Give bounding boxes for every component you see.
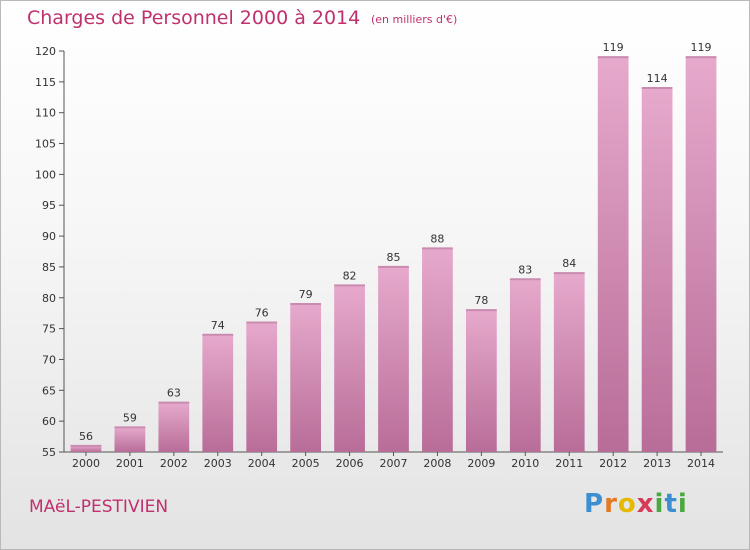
logo-letter: i	[654, 489, 665, 519]
bar-value-label: 119	[603, 41, 624, 54]
y-tick-label: 70	[42, 353, 56, 366]
bar-value-label: 88	[430, 232, 444, 245]
x-tick-label: 2000	[72, 457, 100, 470]
bar-value-label: 78	[474, 294, 488, 307]
y-tick-label: 120	[35, 45, 56, 58]
x-tick-label: 2001	[116, 457, 144, 470]
bar	[465, 310, 497, 452]
bar-value-label: 119	[691, 41, 712, 54]
bars	[70, 56, 717, 453]
bar	[202, 334, 234, 452]
bar	[553, 273, 585, 452]
bar	[641, 88, 673, 452]
y-tick-label: 75	[42, 323, 56, 336]
y-tick-label: 115	[35, 76, 56, 89]
bar	[114, 427, 146, 452]
bar	[509, 279, 541, 452]
y-tick-label: 60	[42, 415, 56, 428]
y-tick-label: 110	[35, 107, 56, 120]
y-tick-label: 55	[42, 446, 56, 459]
logo-letter: P	[584, 489, 605, 519]
x-tick-label: 2007	[380, 457, 408, 470]
bar	[685, 57, 717, 453]
bar-value-label: 74	[211, 319, 225, 332]
bar-value-label: 79	[299, 288, 313, 301]
bar-value-label: 83	[518, 263, 532, 276]
x-tick-label: 2013	[643, 457, 671, 470]
x-tick-label: 2002	[160, 457, 188, 470]
logo-letter: r	[604, 489, 618, 519]
y-tick-label: 105	[35, 138, 56, 151]
x-tick-label: 2006	[336, 457, 364, 470]
chart-title: Charges de Personnel 2000 à 2014	[27, 7, 361, 29]
logo-letter: i	[677, 489, 688, 519]
x-tick-label: 2012	[599, 457, 627, 470]
x-tick-label: 2003	[204, 457, 232, 470]
x-tick-label: 2009	[467, 457, 495, 470]
x-tick-label: 2008	[423, 457, 451, 470]
bar	[158, 402, 190, 452]
bar-value-label: 85	[387, 251, 401, 264]
bar	[422, 248, 453, 452]
data-labels: 56 59 63 74 76 79 82 85 88 78 83 84 119 114 119	[79, 41, 712, 443]
y-tick-label: 80	[42, 292, 56, 305]
y-tick-label: 100	[35, 168, 56, 181]
bar-value-label: 56	[79, 430, 93, 443]
logo-letter: x	[636, 489, 655, 519]
y-tick-label: 90	[42, 230, 56, 243]
bar	[290, 303, 322, 452]
x-tick-label: 2011	[555, 457, 583, 470]
commune-name: MAëL-PESTIVIEN	[29, 497, 169, 517]
logo-letter: t	[664, 489, 678, 519]
bar	[597, 57, 629, 453]
bar-value-label: 59	[123, 411, 137, 424]
bar-value-label: 114	[647, 72, 668, 85]
x-tick-label: 2005	[292, 457, 320, 470]
bar	[70, 445, 102, 452]
bar-value-label: 82	[343, 269, 357, 282]
x-tick-label: 2004	[248, 457, 276, 470]
bar	[246, 322, 278, 452]
bar	[378, 266, 409, 452]
chart-unit: (en milliers d'€)	[371, 13, 458, 26]
proxiti-logo: Proxiti	[584, 489, 688, 519]
bar-value-label: 84	[562, 257, 576, 270]
bar-value-label: 63	[167, 387, 181, 400]
bar-value-label: 76	[255, 306, 269, 319]
logo-letter: o	[617, 489, 637, 519]
bar	[334, 285, 365, 452]
y-tick-label: 95	[42, 199, 56, 212]
y-tick-label: 65	[42, 384, 56, 397]
y-tick-label: 85	[42, 261, 56, 274]
x-tick-label: 2014	[687, 457, 715, 470]
x-tick-label: 2010	[511, 457, 539, 470]
